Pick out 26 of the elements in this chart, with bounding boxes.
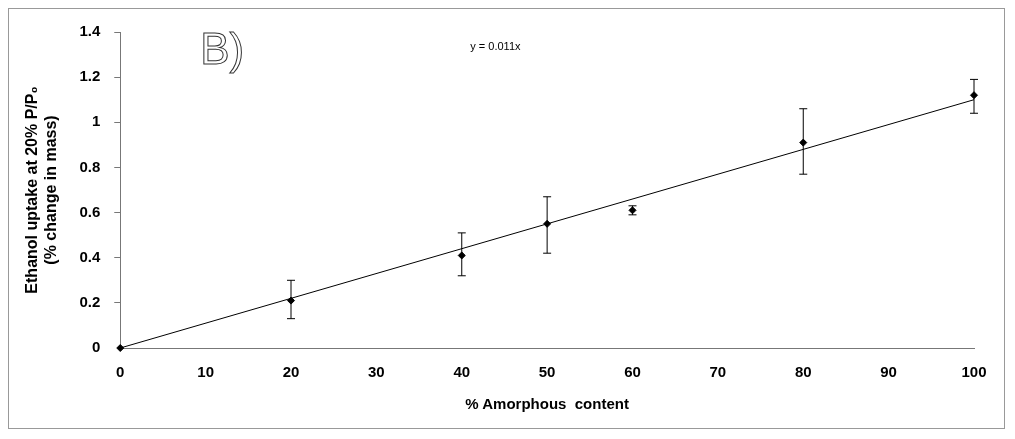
point bbox=[116, 344, 125, 352]
x-tick-label: 30 bbox=[368, 363, 385, 381]
x-tick-label: 70 bbox=[709, 363, 727, 381]
x-tick-label: 80 bbox=[794, 363, 812, 381]
x-tick-label: 90 bbox=[880, 363, 897, 381]
y-tick-label: 0 bbox=[91, 338, 101, 356]
x-axis-title: % Amorphous content bbox=[465, 395, 629, 413]
x-tick-label: 0 bbox=[116, 363, 125, 381]
point bbox=[799, 138, 808, 147]
y-tick-label: 0.8 bbox=[79, 157, 101, 175]
x-tick-label: 60 bbox=[624, 363, 641, 381]
annotation: B) bbox=[200, 24, 245, 74]
y-tick-label: 0.4 bbox=[79, 247, 101, 265]
y-axis-title: Ethanol uptake at 20% P/P₀ (% change in mass) bbox=[23, 86, 60, 294]
y-tick-label: 1.4 bbox=[79, 22, 101, 40]
x-tick-label: 50 bbox=[538, 363, 556, 381]
y-tick-label: 0.2 bbox=[79, 293, 101, 310]
x-tick-label: 40 bbox=[453, 363, 471, 381]
y-tick-label: 1 bbox=[91, 112, 101, 130]
x-tick-label: 10 bbox=[197, 363, 214, 381]
x-tick-label: 20 bbox=[282, 363, 300, 381]
point bbox=[457, 251, 466, 260]
x-tick-label: 100 bbox=[961, 363, 987, 381]
y-tick-label: 0.6 bbox=[79, 202, 101, 220]
annotation: y = 0.011x bbox=[470, 40, 521, 53]
y-tick-label: 1.2 bbox=[79, 67, 101, 85]
